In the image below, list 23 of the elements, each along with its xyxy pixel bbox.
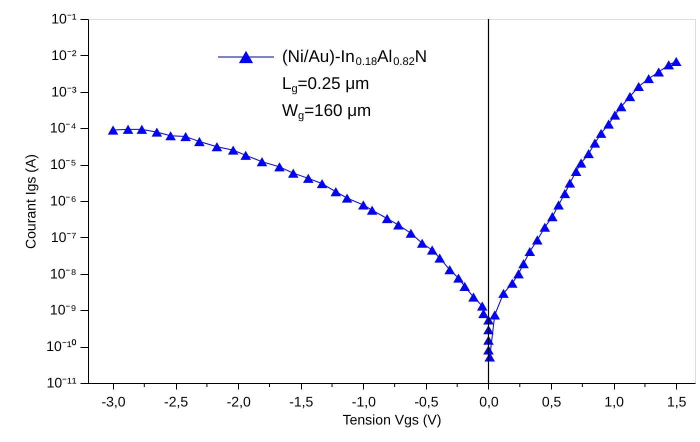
x-tick-label: -1,0	[352, 394, 376, 410]
y-tick-label: 10⁻³	[51, 83, 77, 100]
x-tick-label: -0,5	[414, 394, 439, 410]
x-tick-label: -3,0	[101, 394, 126, 410]
y-tick-label: 10⁻⁹	[50, 302, 76, 318]
x-tick-label: -1,5	[289, 394, 314, 410]
y-tick-label: 10⁻¹⁰	[46, 338, 76, 354]
y-tick-label: 10⁻⁷	[50, 228, 76, 245]
y-tick-label: 10⁻⁸	[50, 265, 77, 282]
x-tick-label: 1,5	[666, 394, 687, 410]
x-tick-label: -2,0	[226, 394, 251, 410]
x-tick-label: 1,0	[604, 394, 624, 410]
y-tick-label: 10⁻⁴	[50, 120, 76, 136]
y-tick-label: 10⁻¹	[51, 10, 77, 26]
y-tick-label: 10⁻⁶	[50, 192, 76, 208]
y-tick-label: 10⁻⁵	[50, 156, 76, 172]
x-axis-title: Tension Vgs (V)	[342, 412, 442, 428]
y-tick-label: 10⁻¹¹	[46, 374, 77, 390]
x-tick-label: 0,5	[542, 394, 562, 410]
x-tick-label: 0,0	[479, 394, 499, 410]
x-tick-label: -2,5	[164, 394, 188, 410]
y-tick-label: 10⁻²	[51, 46, 77, 63]
y-axis-title: Courant Igs (A)	[22, 154, 38, 249]
